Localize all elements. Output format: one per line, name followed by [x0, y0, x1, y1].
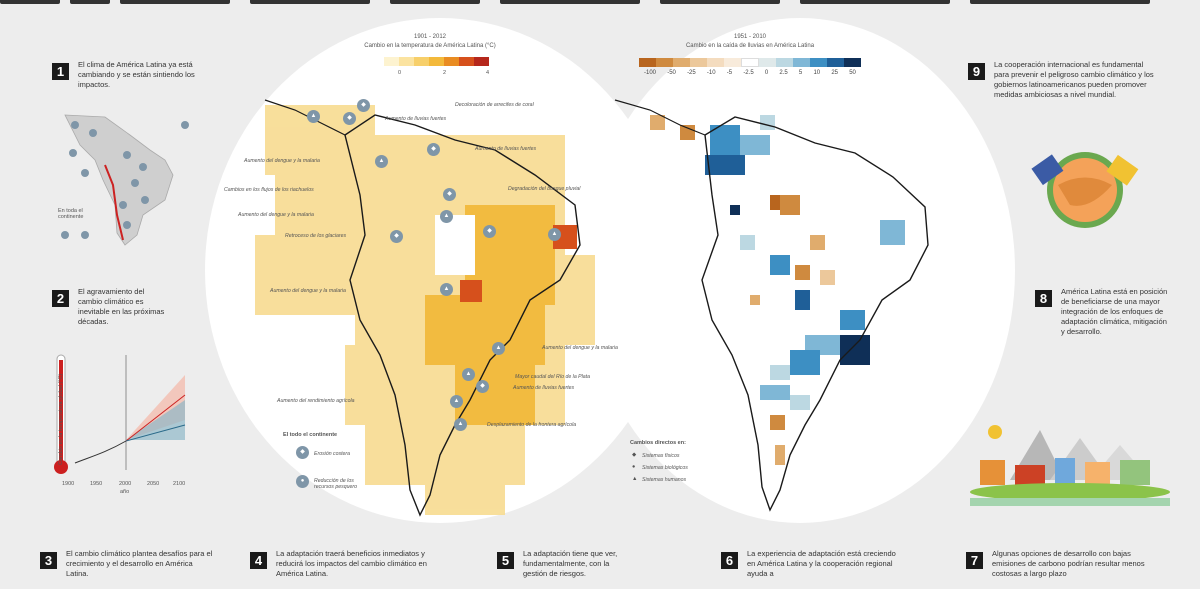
temp-tick-0: 0: [398, 70, 402, 76]
impact-marker: ▲: [454, 418, 467, 431]
rain-tick: -2.5: [743, 70, 754, 76]
human-systems-icon: ▲: [632, 476, 638, 482]
step-7-badge: 7: [966, 552, 983, 569]
impact-marker: ▲: [492, 342, 505, 355]
impact-label: Aumento del dengue y la malaria: [270, 288, 346, 294]
impact-marker: ▲: [375, 155, 388, 168]
step-9-text: La cooperación internacional es fundamen…: [994, 60, 1154, 99]
page-title-strip: [0, 0, 1200, 8]
impact-marker: ◆: [483, 225, 496, 238]
step-1-badge: 1: [52, 63, 69, 80]
green-city-illustration: [970, 425, 1170, 506]
impact-marker: ▲: [307, 110, 320, 123]
step-3-text: El cambio climático plantea desafíos par…: [66, 549, 213, 578]
legend-biological: Sistemas biológicos: [642, 465, 688, 471]
right-period: 1951 - 2010: [733, 34, 767, 40]
impact-label: Degradación del bosque pluvial: [508, 186, 581, 192]
legend-fishery: Reducción de los recursos pesquero: [314, 478, 357, 490]
impact-label: Desplazamiento de la frontera agrícola: [487, 422, 577, 428]
coastal-erosion-icon: ◆: [296, 446, 309, 459]
impact-label: Aumento de lluvias fuertes: [475, 146, 537, 152]
impact-marker: ▲: [440, 210, 453, 223]
impact-marker: ▲: [450, 395, 463, 408]
rain-tick: 50: [849, 70, 856, 76]
step-3-badge: 3: [40, 552, 57, 569]
step-7-text: Algunas opciones de desarrollo con bajas…: [992, 549, 1145, 578]
rainfall-ticks: -100 -50 -25 -10 -5 -2.5 0 2.5 5 10 25 5…: [644, 70, 856, 76]
impact-marker: ◆: [443, 188, 456, 201]
rain-tick: 25: [831, 70, 838, 76]
impact-label: Aumento de lluvias fuertes: [385, 116, 447, 122]
rain-tick: 10: [813, 70, 821, 76]
rain-tick: -25: [687, 70, 696, 76]
step-2-badge: 2: [52, 290, 69, 307]
impact-marker: ◆: [427, 143, 440, 156]
legend-physical: Sistemas físicos: [642, 453, 680, 459]
xtick-1900: 1900: [62, 481, 75, 487]
impact-marker: ▲: [440, 283, 453, 296]
step-4-badge: 4: [250, 552, 267, 569]
xaxis-label: año: [120, 489, 130, 495]
step-6-badge: 6: [721, 552, 738, 569]
temp-axis-label: Cambio en la temperatura global (°C): [58, 373, 64, 465]
impact-label: Aumento del dengue y la malaria: [542, 345, 618, 351]
impact-label: Aumento del dengue y la malaria: [238, 212, 314, 218]
temperature-change-map: [255, 99, 595, 517]
xtick-2000: 2000: [119, 481, 132, 487]
biological-systems-icon: ●: [632, 464, 636, 470]
step-8-text: América Latina está en posición de benef…: [1061, 287, 1168, 336]
impact-marker: ◆: [390, 230, 403, 243]
impact-label: Aumento del dengue y la malaria: [244, 158, 320, 164]
impact-label: Decoloración de arrecifes de coral: [455, 102, 534, 108]
rain-tick: 0: [764, 70, 769, 76]
impact-label: Aumento de lluvias fuertes: [513, 385, 575, 391]
left-legend-title: El todo el continente: [283, 432, 338, 438]
impact-marker: ▲: [462, 368, 475, 381]
impact-label: Aumento del rendimiento agrícola: [277, 398, 355, 404]
rain-tick: 5: [798, 70, 803, 76]
legend-erosion: Erosión costera: [314, 451, 351, 457]
left-period: 1901 - 2012: [413, 34, 447, 40]
impact-label: Cambios en los flujos de los riachuelos: [224, 187, 314, 193]
left-map-title: Cambio en la temperatura de América Lati…: [364, 43, 496, 49]
legend-human: Sistemas humanos: [642, 477, 687, 483]
handshake-icon: [1031, 152, 1139, 228]
temp-tick-4: 4: [486, 70, 490, 76]
step-4-text: La adaptación traerá beneficios inmediat…: [276, 549, 427, 578]
step-5-badge: 5: [497, 552, 514, 569]
temperature-color-scale: [384, 57, 489, 66]
right-legend-title: Cambios directos en:: [630, 440, 686, 446]
rain-tick: -100: [644, 70, 657, 76]
right-map-title: Cambio en la caída de lluvias en América…: [685, 43, 815, 49]
rain-tick: 2.5: [779, 70, 788, 76]
rainfall-change-map: [614, 99, 929, 512]
impact-marker: ◆: [357, 99, 370, 112]
step-8-badge: 8: [1035, 290, 1052, 307]
impact-marker: ▲: [548, 228, 561, 241]
impact-marker: ◆: [343, 112, 356, 125]
step-2-text: El agravamiento del cambio climático es …: [78, 287, 165, 326]
xtick-2100: 2100: [173, 481, 186, 487]
temp-tick-2: 2: [443, 70, 447, 76]
step-6-text: La experiencia de adaptación está crecie…: [747, 549, 896, 578]
step-1-text: El clima de América Latina ya está cambi…: [78, 60, 195, 89]
rainfall-color-scale: [639, 58, 861, 67]
physical-systems-icon: ◆: [632, 452, 637, 458]
impact-label: Retroceso de los glaciares: [285, 233, 347, 239]
rain-tick: -50: [667, 70, 676, 76]
step-5-text: La adaptación tiene que ver, fundamental…: [523, 549, 618, 578]
step-9-badge: 9: [968, 63, 985, 80]
impact-label: Mayor caudal del Río de la Plata: [515, 374, 590, 380]
xtick-1950: 1950: [90, 481, 103, 487]
xtick-2050: 2050: [147, 481, 160, 487]
latin-america-impact-map: [61, 114, 189, 246]
continent-caption: En toda el continente: [58, 208, 84, 220]
fishery-reduction-icon: ●: [296, 475, 309, 488]
rain-tick: -10: [706, 70, 716, 76]
global-temperature-chart: [54, 354, 186, 474]
rain-tick: -5: [726, 70, 733, 76]
impact-marker: ◆: [476, 380, 489, 393]
